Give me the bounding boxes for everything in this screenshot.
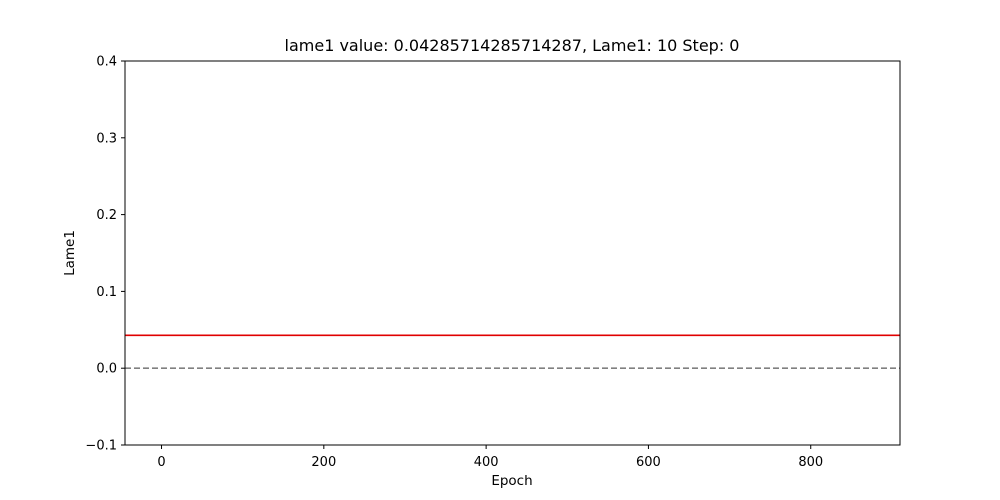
x-tick-label: 200 — [311, 455, 336, 470]
y-tick-label: 0.4 — [96, 55, 117, 70]
axes: 0 200 400 600 800 −0.1 0.0 0.1 0.2 0.3 0.4 — [85, 55, 901, 470]
y-axis-label: Lame1 — [62, 230, 78, 276]
x-tick-label: 400 — [474, 455, 499, 470]
plot-area — [125, 334, 900, 370]
x-tick-label: 0 — [157, 455, 165, 470]
y-tick-label: 0.0 — [96, 362, 117, 377]
x-tick-label: 800 — [798, 455, 823, 470]
plot-frame — [124, 60, 901, 446]
chart-title: lame1 value: 0.04285714285714287, Lame1:… — [285, 36, 740, 55]
y-tick-label: 0.1 — [96, 285, 117, 300]
y-tick-label: 0.2 — [96, 208, 117, 223]
x-tick-label: 600 — [636, 455, 661, 470]
x-axis-label: Epoch — [491, 473, 532, 489]
y-tick-label: 0.3 — [96, 131, 117, 146]
y-tick-label: −0.1 — [85, 439, 117, 454]
